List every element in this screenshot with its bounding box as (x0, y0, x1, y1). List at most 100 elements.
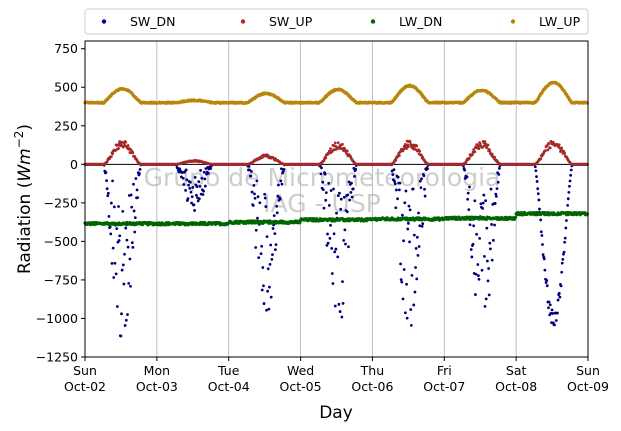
x-tick-day-0: Sun (73, 363, 97, 378)
point-sw-up (493, 155, 496, 159)
point-sw-dn (196, 199, 200, 203)
point-sw-dn (534, 169, 538, 173)
point-sw-dn (134, 177, 138, 180)
point-sw-up (547, 142, 551, 146)
point-sw-dn (483, 255, 486, 258)
point-sw-dn (256, 195, 260, 199)
point-sw-dn (568, 179, 572, 183)
x-tick-day-2: Tue (217, 363, 240, 378)
point-sw-dn (202, 170, 206, 174)
point-sw-dn (407, 204, 411, 208)
point-sw-dn (537, 198, 541, 202)
point-sw-dn (496, 180, 500, 184)
point-sw-up (415, 144, 419, 148)
point-sw-up (548, 146, 552, 150)
point-sw-dn (481, 201, 485, 205)
point-sw-dn (109, 232, 113, 236)
point-sw-dn (478, 236, 482, 240)
point-sw-dn (536, 187, 540, 191)
point-sw-up (485, 146, 489, 150)
point-sw-dn (394, 206, 398, 210)
y-tick-label-4: −250 (44, 195, 78, 210)
point-sw-dn (108, 225, 112, 229)
point-sw-dn (539, 230, 543, 234)
point-sw-dn (268, 285, 271, 289)
legend: SW_DN SW_UP LW_DN LW_UP (84, 8, 589, 35)
y-tick-label-3: 0 (70, 157, 78, 172)
point-sw-dn (488, 247, 492, 251)
point-sw-dn (563, 240, 567, 244)
point-sw-dn (535, 180, 539, 183)
point-sw-dn (261, 266, 265, 269)
point-sw-dn (397, 188, 401, 192)
point-sw-dn (181, 176, 185, 180)
point-sw-dn (541, 253, 545, 257)
point-sw-dn (480, 268, 484, 272)
point-sw-dn (194, 193, 198, 197)
point-sw-dn (277, 183, 280, 187)
legend-label-sw-dn: SW_DN (130, 14, 176, 29)
y-axis-title-exp: −2 (12, 131, 26, 149)
y-axis-title: Radiation (Wm−2) (12, 124, 35, 274)
point-sw-up (111, 152, 114, 156)
point-sw-up (546, 148, 550, 152)
point-sw-dn (488, 241, 492, 245)
point-sw-dn (417, 245, 421, 248)
y-tick-label-0: 750 (54, 41, 78, 56)
point-sw-dn (198, 184, 202, 188)
point-sw-dn (193, 175, 197, 179)
point-sw-dn (469, 248, 473, 251)
point-sw-dn (420, 224, 424, 228)
point-sw-dn (266, 289, 270, 293)
point-sw-up (545, 144, 549, 148)
point-sw-dn (342, 195, 346, 199)
plot-frame (84, 40, 589, 358)
point-sw-up (490, 152, 494, 156)
point-sw-dn (263, 192, 267, 196)
point-sw-dn (269, 243, 273, 247)
point-sw-dn (190, 195, 194, 199)
point-sw-dn (560, 261, 564, 265)
point-sw-dn (203, 177, 207, 181)
point-sw-dn (271, 227, 275, 230)
point-sw-dn (115, 227, 119, 230)
point-sw-dn (400, 280, 404, 284)
point-sw-dn (124, 318, 128, 322)
point-sw-dn (132, 182, 135, 186)
point-sw-dn (267, 307, 271, 311)
point-sw-dn (547, 300, 551, 304)
x-tick-day-1: Mon (144, 363, 170, 378)
point-sw-dn (330, 272, 334, 275)
point-sw-dn (349, 190, 353, 194)
point-sw-dn (413, 290, 417, 294)
point-sw-dn (200, 176, 204, 180)
point-sw-dn (112, 205, 116, 209)
point-sw-up (477, 147, 481, 151)
point-sw-dn (405, 282, 408, 286)
point-sw-dn (533, 165, 537, 169)
point-sw-dn (476, 263, 480, 266)
point-sw-up (333, 141, 337, 145)
point-sw-dn (252, 184, 256, 187)
point-sw-dn (343, 228, 347, 232)
point-sw-dn (465, 175, 469, 179)
legend-marker-sw-up (240, 19, 246, 24)
point-sw-dn (487, 293, 491, 297)
point-sw-dn (535, 175, 538, 179)
point-sw-dn (556, 298, 560, 302)
point-sw-dn (409, 308, 413, 311)
point-sw-dn (260, 288, 264, 292)
point-sw-dn (126, 245, 130, 249)
data-points (83, 80, 590, 338)
point-sw-dn (541, 243, 544, 246)
point-sw-dn (268, 263, 272, 266)
watermark: Grupo de Micrometeorologia IAG - USP (144, 163, 501, 218)
point-sw-dn (128, 257, 132, 261)
point-sw-dn (468, 185, 471, 189)
x-tick-date-5: Oct-07 (423, 379, 465, 394)
point-sw-dn (493, 223, 496, 227)
point-sw-dn (550, 308, 554, 312)
point-sw-dn (105, 179, 108, 183)
point-sw-dn (486, 259, 489, 263)
point-sw-dn (348, 198, 352, 202)
